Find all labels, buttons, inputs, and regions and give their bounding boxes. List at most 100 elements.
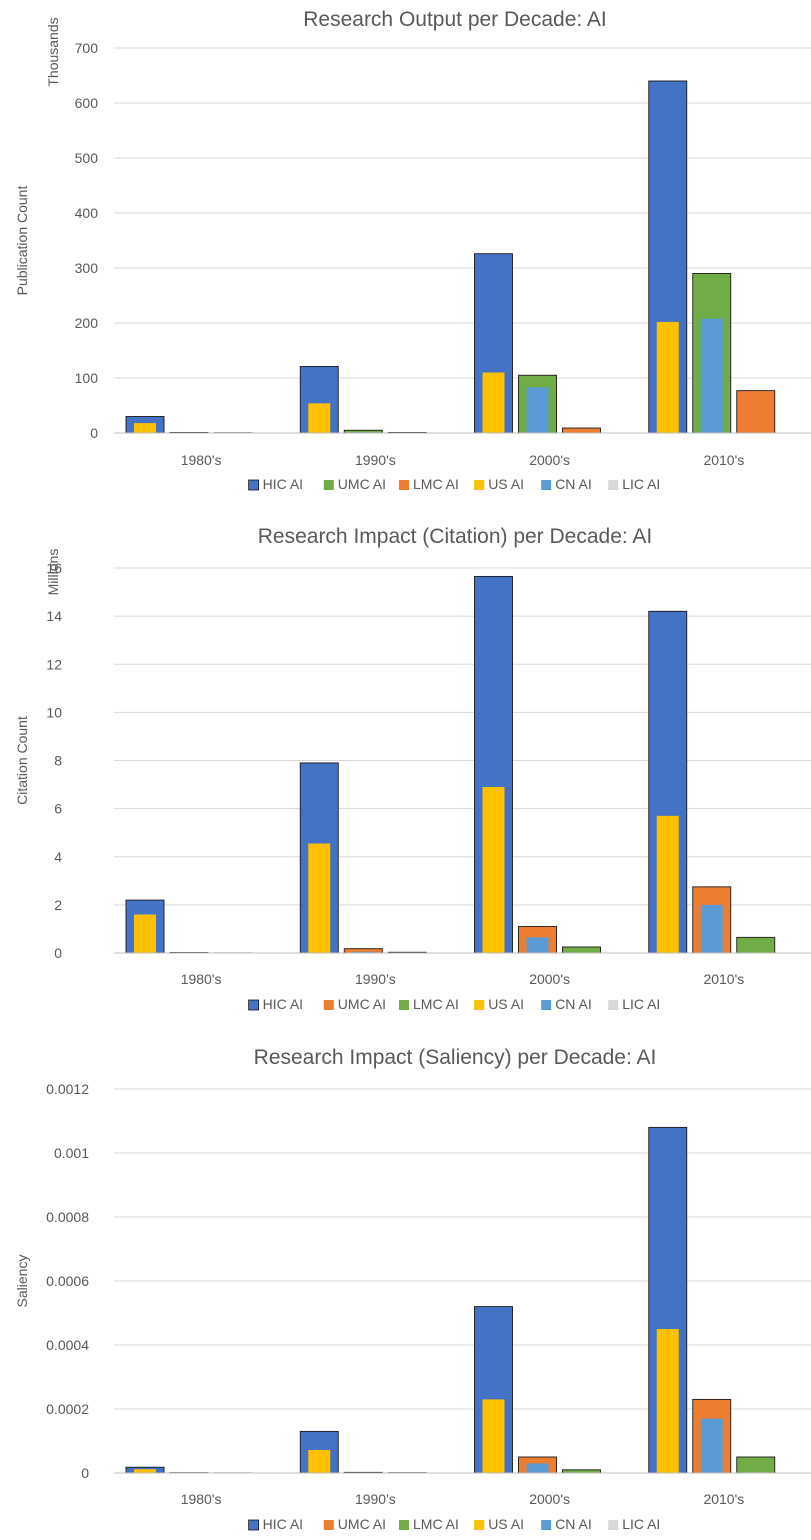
legend-label: US AI bbox=[488, 996, 524, 1012]
bar-cn-ai bbox=[352, 951, 375, 953]
legend-swatch bbox=[474, 1000, 485, 1010]
bar-lmc-ai bbox=[736, 1456, 776, 1474]
legend-swatch bbox=[323, 1000, 334, 1010]
legend-label: LMC AI bbox=[413, 476, 459, 492]
legend: HIC AI UMC AI LMC AI US AI CN AI LIC AI bbox=[248, 476, 660, 492]
y-tick-label: 500 bbox=[75, 150, 99, 166]
legend-label: HIC AI bbox=[263, 1516, 303, 1532]
y-axis-label: Saliency bbox=[14, 1255, 30, 1308]
y-tick-label: 200 bbox=[75, 315, 99, 331]
legend-swatch bbox=[323, 480, 334, 490]
y-tick-label: 10 bbox=[46, 704, 62, 720]
y-tick-label: 0 bbox=[90, 425, 98, 441]
legend-label: CN AI bbox=[555, 476, 592, 492]
x-tick-label: 1990's bbox=[355, 1491, 396, 1507]
x-tick-label: 1980's bbox=[181, 971, 222, 987]
y-tick-label: 400 bbox=[75, 205, 99, 221]
legend-swatch bbox=[474, 1520, 485, 1530]
y-tick-label: 700 bbox=[75, 40, 99, 56]
legend-label: LIC AI bbox=[622, 996, 660, 1012]
y-tick-label: 8 bbox=[54, 753, 62, 769]
x-tick-label: 2010's bbox=[703, 452, 744, 468]
x-tick-label: 2000's bbox=[529, 1491, 570, 1507]
y-tick-label: 16 bbox=[46, 560, 62, 576]
legend-swatch bbox=[248, 999, 260, 1011]
legend-swatch bbox=[248, 1519, 260, 1531]
y-axis-label: Publication Count bbox=[14, 186, 30, 296]
legend-swatch bbox=[474, 480, 485, 490]
y-tick-label: 0.0002 bbox=[46, 1401, 89, 1417]
legend-label: UMC AI bbox=[338, 1516, 386, 1532]
bar-cn-ai bbox=[700, 904, 723, 953]
y-tick-label: 0.0004 bbox=[46, 1337, 89, 1353]
x-tick-label: 2010's bbox=[703, 1491, 744, 1507]
bar-cn-ai bbox=[700, 318, 723, 433]
bar-cn-ai bbox=[526, 387, 549, 433]
legend-label: UMC AI bbox=[338, 476, 386, 492]
chart-title: Research Impact (Saliency) per Decade: A… bbox=[254, 1046, 657, 1069]
bar-us-ai bbox=[656, 321, 679, 433]
y-tick-label: 0 bbox=[81, 1465, 89, 1481]
bar-cn-ai bbox=[526, 937, 549, 953]
legend-swatch bbox=[541, 1520, 552, 1530]
bar-us-ai bbox=[482, 786, 505, 953]
bar-us-ai bbox=[308, 843, 331, 953]
bar-us-ai bbox=[656, 1329, 679, 1473]
legend-swatch bbox=[399, 1520, 409, 1530]
bar-lmc-ai bbox=[736, 936, 776, 954]
bar-cn-ai bbox=[526, 1463, 549, 1473]
bar-cn-ai bbox=[700, 1418, 723, 1473]
y-tick-label: 14 bbox=[46, 608, 62, 624]
y-tick-label: 100 bbox=[75, 370, 99, 386]
bar-lmc-ai bbox=[562, 946, 601, 954]
bar-us-ai bbox=[482, 1399, 505, 1473]
y-tick-label: 0.0012 bbox=[46, 1081, 89, 1097]
x-tick-label: 2000's bbox=[529, 452, 570, 468]
legend-label: LIC AI bbox=[622, 476, 660, 492]
legend-swatch bbox=[541, 480, 552, 490]
legend-label: LMC AI bbox=[413, 1516, 459, 1532]
chart-3: Research Impact (Saliency) per Decade: A… bbox=[14, 1046, 811, 1532]
y-tick-label: 6 bbox=[54, 801, 62, 817]
x-tick-label: 1980's bbox=[181, 452, 222, 468]
chart-1: Research Output per Decade: AI Publicatio… bbox=[14, 8, 811, 492]
x-tick-label: 2000's bbox=[529, 971, 570, 987]
legend-swatch bbox=[323, 1520, 334, 1530]
legend-label: HIC AI bbox=[263, 996, 303, 1012]
y-tick-label: 4 bbox=[54, 849, 62, 865]
bar-us-ai bbox=[308, 403, 331, 433]
bar-us-ai bbox=[134, 914, 156, 953]
legend-swatch bbox=[608, 480, 619, 490]
x-tick-label: 1990's bbox=[355, 452, 396, 468]
y-tick-label: 0.0008 bbox=[46, 1209, 89, 1225]
x-tick-label: 2010's bbox=[703, 971, 744, 987]
y-tick-label: 0.001 bbox=[54, 1145, 89, 1161]
legend-swatch bbox=[541, 1000, 552, 1010]
x-tick-label: 1980's bbox=[181, 1491, 222, 1507]
legend-label: LMC AI bbox=[413, 996, 459, 1012]
bar-lmc-ai bbox=[736, 390, 776, 434]
display-unit-label: Millions bbox=[45, 549, 61, 596]
legend-label: HIC AI bbox=[263, 476, 303, 492]
legend-label: CN AI bbox=[555, 1516, 592, 1532]
y-tick-label: 12 bbox=[46, 656, 62, 672]
y-tick-label: 0.0006 bbox=[46, 1273, 89, 1289]
display-unit-label: Thousands bbox=[45, 17, 61, 86]
legend-swatch bbox=[399, 480, 409, 490]
legend: HIC AI UMC AI LMC AI US AI CN AI LIC AI bbox=[248, 1516, 660, 1532]
y-tick-label: 0 bbox=[54, 945, 62, 961]
legend: HIC AI UMC AI LMC AI US AI CN AI LIC AI bbox=[248, 996, 660, 1012]
chart-title: Research Output per Decade: AI bbox=[303, 8, 607, 31]
chart-2: Research Impact (Citation) per Decade: A… bbox=[14, 525, 811, 1012]
x-tick-label: 1990's bbox=[355, 971, 396, 987]
bar-us-ai bbox=[134, 1469, 156, 1473]
legend-label: US AI bbox=[488, 1516, 524, 1532]
bar-us-ai bbox=[656, 815, 679, 953]
bar-lmc-ai bbox=[562, 427, 601, 434]
legend-swatch bbox=[608, 1520, 619, 1530]
y-axis-label: Citation Count bbox=[14, 716, 30, 805]
chart-title: Research Impact (Citation) per Decade: A… bbox=[258, 525, 653, 548]
legend-swatch bbox=[608, 1000, 619, 1010]
y-tick-label: 600 bbox=[75, 95, 99, 111]
bar-us-ai bbox=[134, 423, 156, 433]
